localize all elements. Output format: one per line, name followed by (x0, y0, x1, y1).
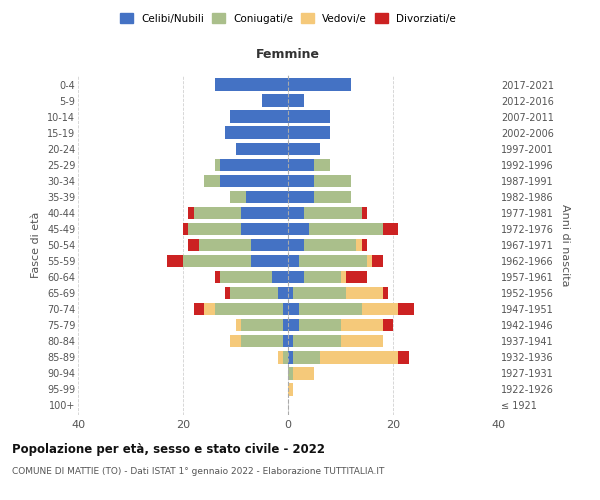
Text: Popolazione per età, sesso e stato civile - 2022: Popolazione per età, sesso e stato civil… (12, 442, 325, 456)
Bar (288, 158, 314, 171)
Bar (246, 190, 288, 203)
Bar (299, 255, 367, 268)
Bar (204, 174, 220, 187)
Bar (251, 255, 288, 268)
Text: Femmine: Femmine (256, 48, 320, 62)
Bar (283, 351, 288, 364)
Bar (293, 335, 341, 347)
Bar (346, 287, 383, 300)
Bar (225, 126, 288, 139)
Bar (215, 271, 220, 283)
Bar (188, 238, 199, 252)
Bar (288, 190, 314, 203)
Bar (361, 303, 398, 316)
Bar (230, 110, 288, 123)
Bar (283, 319, 288, 332)
Bar (299, 319, 341, 332)
Bar (241, 206, 288, 219)
Bar (220, 271, 272, 283)
Bar (215, 78, 288, 91)
Bar (361, 238, 367, 252)
Bar (356, 238, 361, 252)
Bar (220, 174, 288, 187)
Bar (241, 319, 283, 332)
Bar (304, 271, 341, 283)
Bar (288, 126, 330, 139)
Bar (288, 174, 314, 187)
Bar (398, 303, 414, 316)
Text: COMUNE DI MATTIE (TO) - Dati ISTAT 1° gennaio 2022 - Elaborazione TUTTITALIA.IT: COMUNE DI MATTIE (TO) - Dati ISTAT 1° ge… (12, 468, 385, 476)
Bar (277, 287, 288, 300)
Bar (241, 222, 288, 235)
Bar (288, 94, 304, 107)
Bar (272, 271, 288, 283)
Bar (288, 287, 293, 300)
Bar (241, 335, 283, 347)
Bar (277, 351, 283, 364)
Y-axis label: Fasce di età: Fasce di età (31, 212, 41, 278)
Bar (230, 190, 246, 203)
Bar (288, 78, 351, 91)
Bar (383, 222, 398, 235)
Y-axis label: Anni di nascita: Anni di nascita (560, 204, 571, 286)
Bar (304, 238, 356, 252)
Bar (215, 158, 220, 171)
Bar (341, 271, 346, 283)
Bar (288, 319, 299, 332)
Bar (309, 222, 383, 235)
Bar (204, 303, 215, 316)
Bar (199, 238, 251, 252)
Bar (167, 255, 183, 268)
Bar (367, 255, 372, 268)
Bar (383, 319, 393, 332)
Bar (288, 335, 293, 347)
Bar (304, 206, 361, 219)
Bar (293, 367, 314, 380)
Bar (383, 287, 388, 300)
Bar (372, 255, 383, 268)
Bar (230, 287, 277, 300)
Bar (183, 222, 188, 235)
Bar (314, 174, 351, 187)
Legend: Celibi/Nubili, Coniugati/e, Vedovi/e, Divorziati/e: Celibi/Nubili, Coniugati/e, Vedovi/e, Di… (117, 10, 459, 26)
Bar (288, 110, 330, 123)
Bar (220, 158, 288, 171)
Bar (262, 94, 288, 107)
Bar (193, 206, 241, 219)
Bar (293, 287, 346, 300)
Bar (288, 367, 293, 380)
Bar (193, 303, 204, 316)
Bar (288, 206, 304, 219)
Bar (288, 222, 309, 235)
Bar (299, 303, 361, 316)
Bar (288, 351, 293, 364)
Bar (183, 255, 251, 268)
Bar (225, 287, 230, 300)
Bar (235, 142, 288, 155)
Bar (341, 335, 383, 347)
Bar (188, 222, 241, 235)
Bar (235, 319, 241, 332)
Bar (314, 158, 330, 171)
Bar (288, 142, 320, 155)
Bar (346, 271, 367, 283)
Bar (288, 238, 304, 252)
Bar (288, 303, 299, 316)
Bar (215, 303, 283, 316)
Bar (288, 383, 293, 396)
Bar (251, 238, 288, 252)
Bar (283, 335, 288, 347)
Bar (283, 303, 288, 316)
Bar (288, 271, 304, 283)
Bar (314, 190, 351, 203)
Bar (320, 351, 398, 364)
Bar (341, 319, 383, 332)
Bar (293, 351, 320, 364)
Bar (361, 206, 367, 219)
Bar (398, 351, 409, 364)
Bar (230, 335, 241, 347)
Bar (188, 206, 193, 219)
Bar (288, 255, 299, 268)
